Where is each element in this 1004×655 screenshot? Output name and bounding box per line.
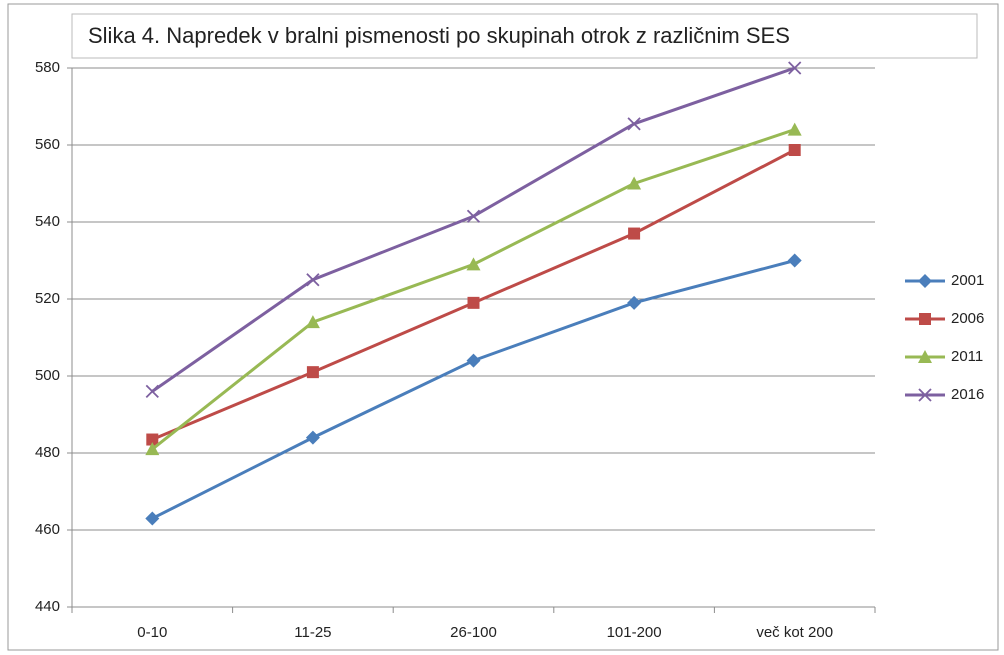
marker bbox=[788, 144, 801, 157]
marker bbox=[787, 122, 802, 136]
chart-frame bbox=[7, 3, 999, 651]
marker bbox=[466, 209, 481, 223]
marker bbox=[627, 117, 641, 131]
marker bbox=[467, 296, 480, 309]
x-tick-label: več kot 200 bbox=[756, 624, 833, 641]
x-tick-label: 26-100 bbox=[450, 624, 497, 641]
marker bbox=[919, 313, 931, 325]
y-tick-label: 460 bbox=[35, 521, 60, 538]
marker bbox=[918, 388, 932, 402]
x-tick-label: 0-10 bbox=[137, 624, 167, 641]
marker bbox=[306, 273, 320, 287]
marker bbox=[145, 442, 160, 456]
marker bbox=[628, 227, 641, 240]
x-tick-label: 101-200 bbox=[607, 624, 662, 641]
title-box bbox=[71, 13, 978, 59]
y-tick-label: 540 bbox=[35, 213, 60, 230]
marker bbox=[145, 384, 159, 399]
marker bbox=[305, 315, 320, 329]
marker bbox=[305, 430, 320, 445]
marker bbox=[466, 257, 481, 271]
y-tick-label: 500 bbox=[35, 367, 60, 384]
x-tick-label: 11-25 bbox=[294, 624, 331, 641]
marker bbox=[145, 511, 160, 526]
marker bbox=[788, 61, 802, 75]
legend-label: 2016 bbox=[951, 386, 984, 403]
marker bbox=[146, 433, 159, 446]
y-tick-label: 520 bbox=[35, 290, 60, 307]
marker bbox=[918, 274, 932, 288]
marker bbox=[918, 350, 932, 363]
y-tick-label: 580 bbox=[35, 59, 60, 76]
y-tick-label: 560 bbox=[35, 136, 60, 153]
marker bbox=[627, 295, 642, 310]
chart-title: Slika 4. Napredek v bralni pismenosti po… bbox=[88, 23, 790, 48]
legend-label: 2006 bbox=[951, 310, 984, 327]
legend-label: 2011 bbox=[951, 348, 983, 365]
marker bbox=[787, 253, 802, 268]
y-tick-label: 440 bbox=[35, 598, 60, 615]
marker bbox=[466, 353, 481, 368]
legend-label: 2001 bbox=[951, 272, 984, 289]
marker bbox=[306, 366, 319, 379]
marker bbox=[627, 176, 642, 190]
y-tick-label: 480 bbox=[35, 444, 60, 461]
